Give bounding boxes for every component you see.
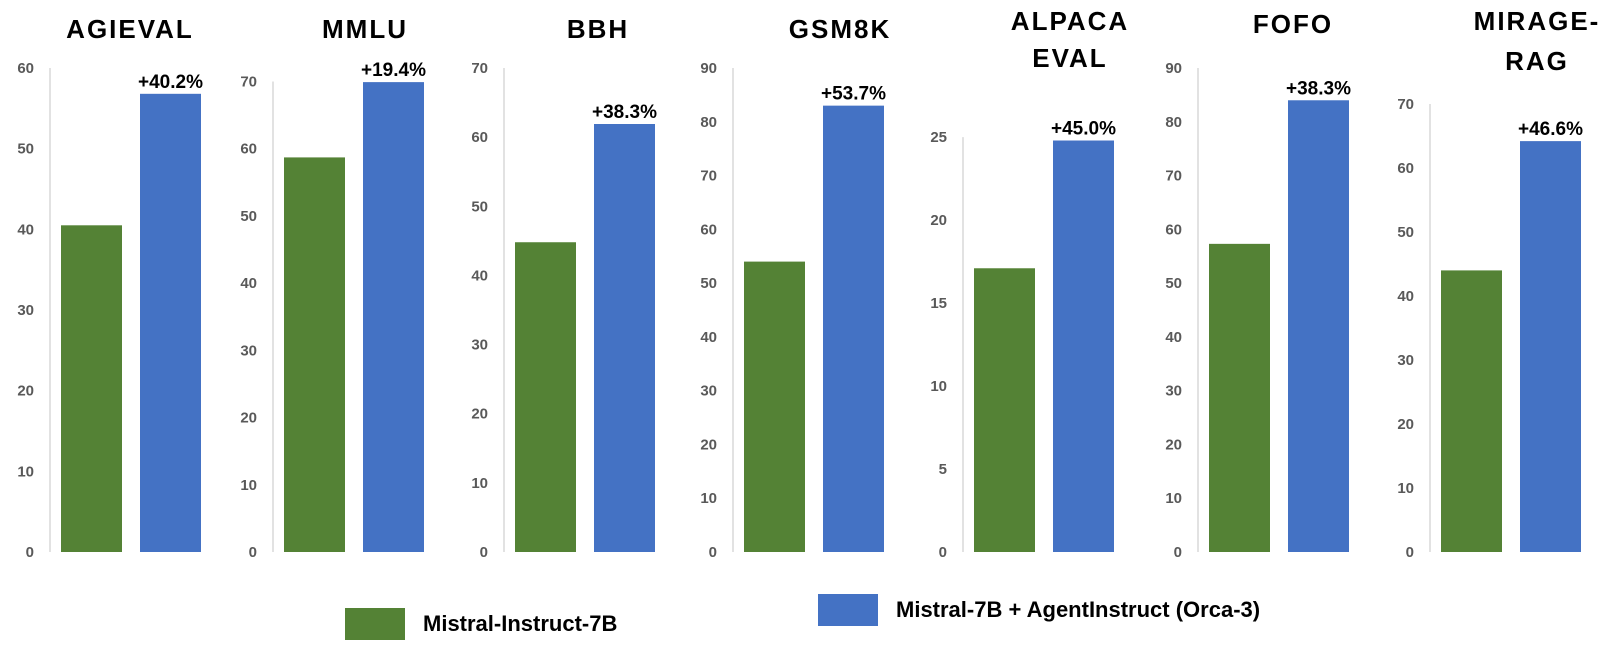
y-tick-label: 10 xyxy=(471,475,488,492)
y-tick-label: 40 xyxy=(1165,329,1182,346)
chart-title: GSM8K xyxy=(789,14,891,44)
y-tick-label: 15 xyxy=(930,295,947,312)
bar-mistral-instruct xyxy=(1209,243,1270,552)
y-tick-label: 0 xyxy=(480,544,488,561)
y-tick-label: 30 xyxy=(17,302,34,319)
benchmark-charts: AGIEVAL0102030405060+40.2%MMLU0102030405… xyxy=(17,6,1601,561)
y-tick-label: 20 xyxy=(700,436,717,453)
chart-title: RAG xyxy=(1505,46,1569,76)
y-tick-label: 80 xyxy=(1165,114,1182,131)
bar-orca3 xyxy=(363,82,424,552)
y-tick-label: 20 xyxy=(1165,436,1182,453)
legend-item-mistral-instruct: Mistral-Instruct-7B xyxy=(345,608,617,640)
y-tick-label: 10 xyxy=(1165,490,1182,507)
y-tick-label: 0 xyxy=(1406,544,1414,561)
y-tick-label: 10 xyxy=(240,477,257,494)
y-tick-label: 70 xyxy=(1165,168,1182,185)
y-tick-label: 90 xyxy=(1165,60,1182,77)
chart-title: MIRAGE- xyxy=(1474,6,1601,36)
y-tick-label: 70 xyxy=(240,73,257,90)
y-tick-label: 30 xyxy=(240,342,257,359)
y-tick-label: 60 xyxy=(471,129,488,146)
bar-orca3 xyxy=(1520,141,1581,552)
y-tick-label: 10 xyxy=(1397,480,1414,497)
y-tick-label: 30 xyxy=(1397,352,1414,369)
y-tick-label: 30 xyxy=(1165,383,1182,400)
y-tick-label: 40 xyxy=(700,329,717,346)
bar-orca3 xyxy=(594,124,655,553)
bar-mistral-instruct xyxy=(974,268,1035,552)
bar-orca3 xyxy=(140,93,201,553)
legend-swatch-blue xyxy=(818,594,878,626)
legend: Mistral-Instruct-7B Mistral-7B + AgentIn… xyxy=(0,594,1615,650)
improvement-label: +38.3% xyxy=(1286,78,1351,99)
improvement-label: +19.4% xyxy=(361,60,426,81)
y-tick-label: 80 xyxy=(700,114,717,131)
y-tick-label: 20 xyxy=(240,410,257,427)
legend-item-orca3: Mistral-7B + AgentInstruct (Orca-3) xyxy=(818,594,1260,626)
y-tick-label: 90 xyxy=(700,60,717,77)
y-tick-label: 0 xyxy=(26,544,34,561)
legend-label-orca3: Mistral-7B + AgentInstruct (Orca-3) xyxy=(896,597,1261,622)
y-tick-label: 60 xyxy=(1397,160,1414,177)
improvement-label: +53.7% xyxy=(821,84,886,105)
y-tick-label: 50 xyxy=(17,141,34,158)
y-tick-label: 70 xyxy=(471,60,488,77)
y-tick-label: 10 xyxy=(700,490,717,507)
y-tick-label: 10 xyxy=(17,463,34,480)
y-tick-label: 50 xyxy=(1397,224,1414,241)
bar-orca3 xyxy=(1053,140,1114,552)
y-tick-label: 50 xyxy=(700,275,717,292)
y-tick-label: 0 xyxy=(939,544,947,561)
bar-mistral-instruct xyxy=(284,157,345,552)
y-tick-label: 25 xyxy=(930,129,947,146)
legend-swatch-green xyxy=(345,608,405,640)
y-tick-label: 30 xyxy=(700,383,717,400)
chart-title: EVAL xyxy=(1032,43,1107,73)
y-tick-label: 20 xyxy=(930,212,947,229)
y-tick-label: 20 xyxy=(17,383,34,400)
y-tick-label: 40 xyxy=(471,267,488,284)
bar-mistral-instruct xyxy=(1441,270,1502,552)
y-tick-label: 40 xyxy=(1397,288,1414,305)
y-tick-label: 0 xyxy=(249,544,257,561)
legend-label-mistral-instruct: Mistral-Instruct-7B xyxy=(423,611,618,636)
improvement-label: +40.2% xyxy=(138,72,203,93)
y-tick-label: 20 xyxy=(1397,416,1414,433)
bar-orca3 xyxy=(1288,100,1349,553)
chart-title: AGIEVAL xyxy=(66,14,194,44)
y-tick-label: 50 xyxy=(471,198,488,215)
y-tick-label: 60 xyxy=(700,221,717,238)
y-tick-label: 70 xyxy=(700,168,717,185)
improvement-label: +45.0% xyxy=(1051,119,1116,140)
y-tick-label: 60 xyxy=(17,60,34,77)
chart-title: MMLU xyxy=(322,14,408,44)
y-tick-label: 40 xyxy=(17,221,34,238)
y-tick-label: 0 xyxy=(709,544,717,561)
y-tick-label: 5 xyxy=(939,461,947,478)
y-tick-label: 60 xyxy=(240,141,257,158)
y-tick-label: 70 xyxy=(1397,96,1414,113)
chart-title: FOFO xyxy=(1253,9,1333,39)
y-tick-label: 50 xyxy=(240,208,257,225)
chart-title: BBH xyxy=(567,14,629,44)
improvement-label: +46.6% xyxy=(1518,119,1583,140)
y-tick-label: 30 xyxy=(471,337,488,354)
y-tick-label: 40 xyxy=(240,275,257,292)
y-tick-label: 20 xyxy=(471,406,488,423)
bar-orca3 xyxy=(823,105,884,553)
chart-title: ALPACA xyxy=(1011,6,1129,36)
bar-mistral-instruct xyxy=(515,242,576,553)
y-tick-label: 60 xyxy=(1165,221,1182,238)
y-tick-label: 50 xyxy=(1165,275,1182,292)
bar-mistral-instruct xyxy=(61,225,122,553)
y-tick-label: 0 xyxy=(1174,544,1182,561)
bar-mistral-instruct xyxy=(744,261,805,552)
y-tick-label: 10 xyxy=(930,378,947,395)
improvement-label: +38.3% xyxy=(592,102,657,123)
